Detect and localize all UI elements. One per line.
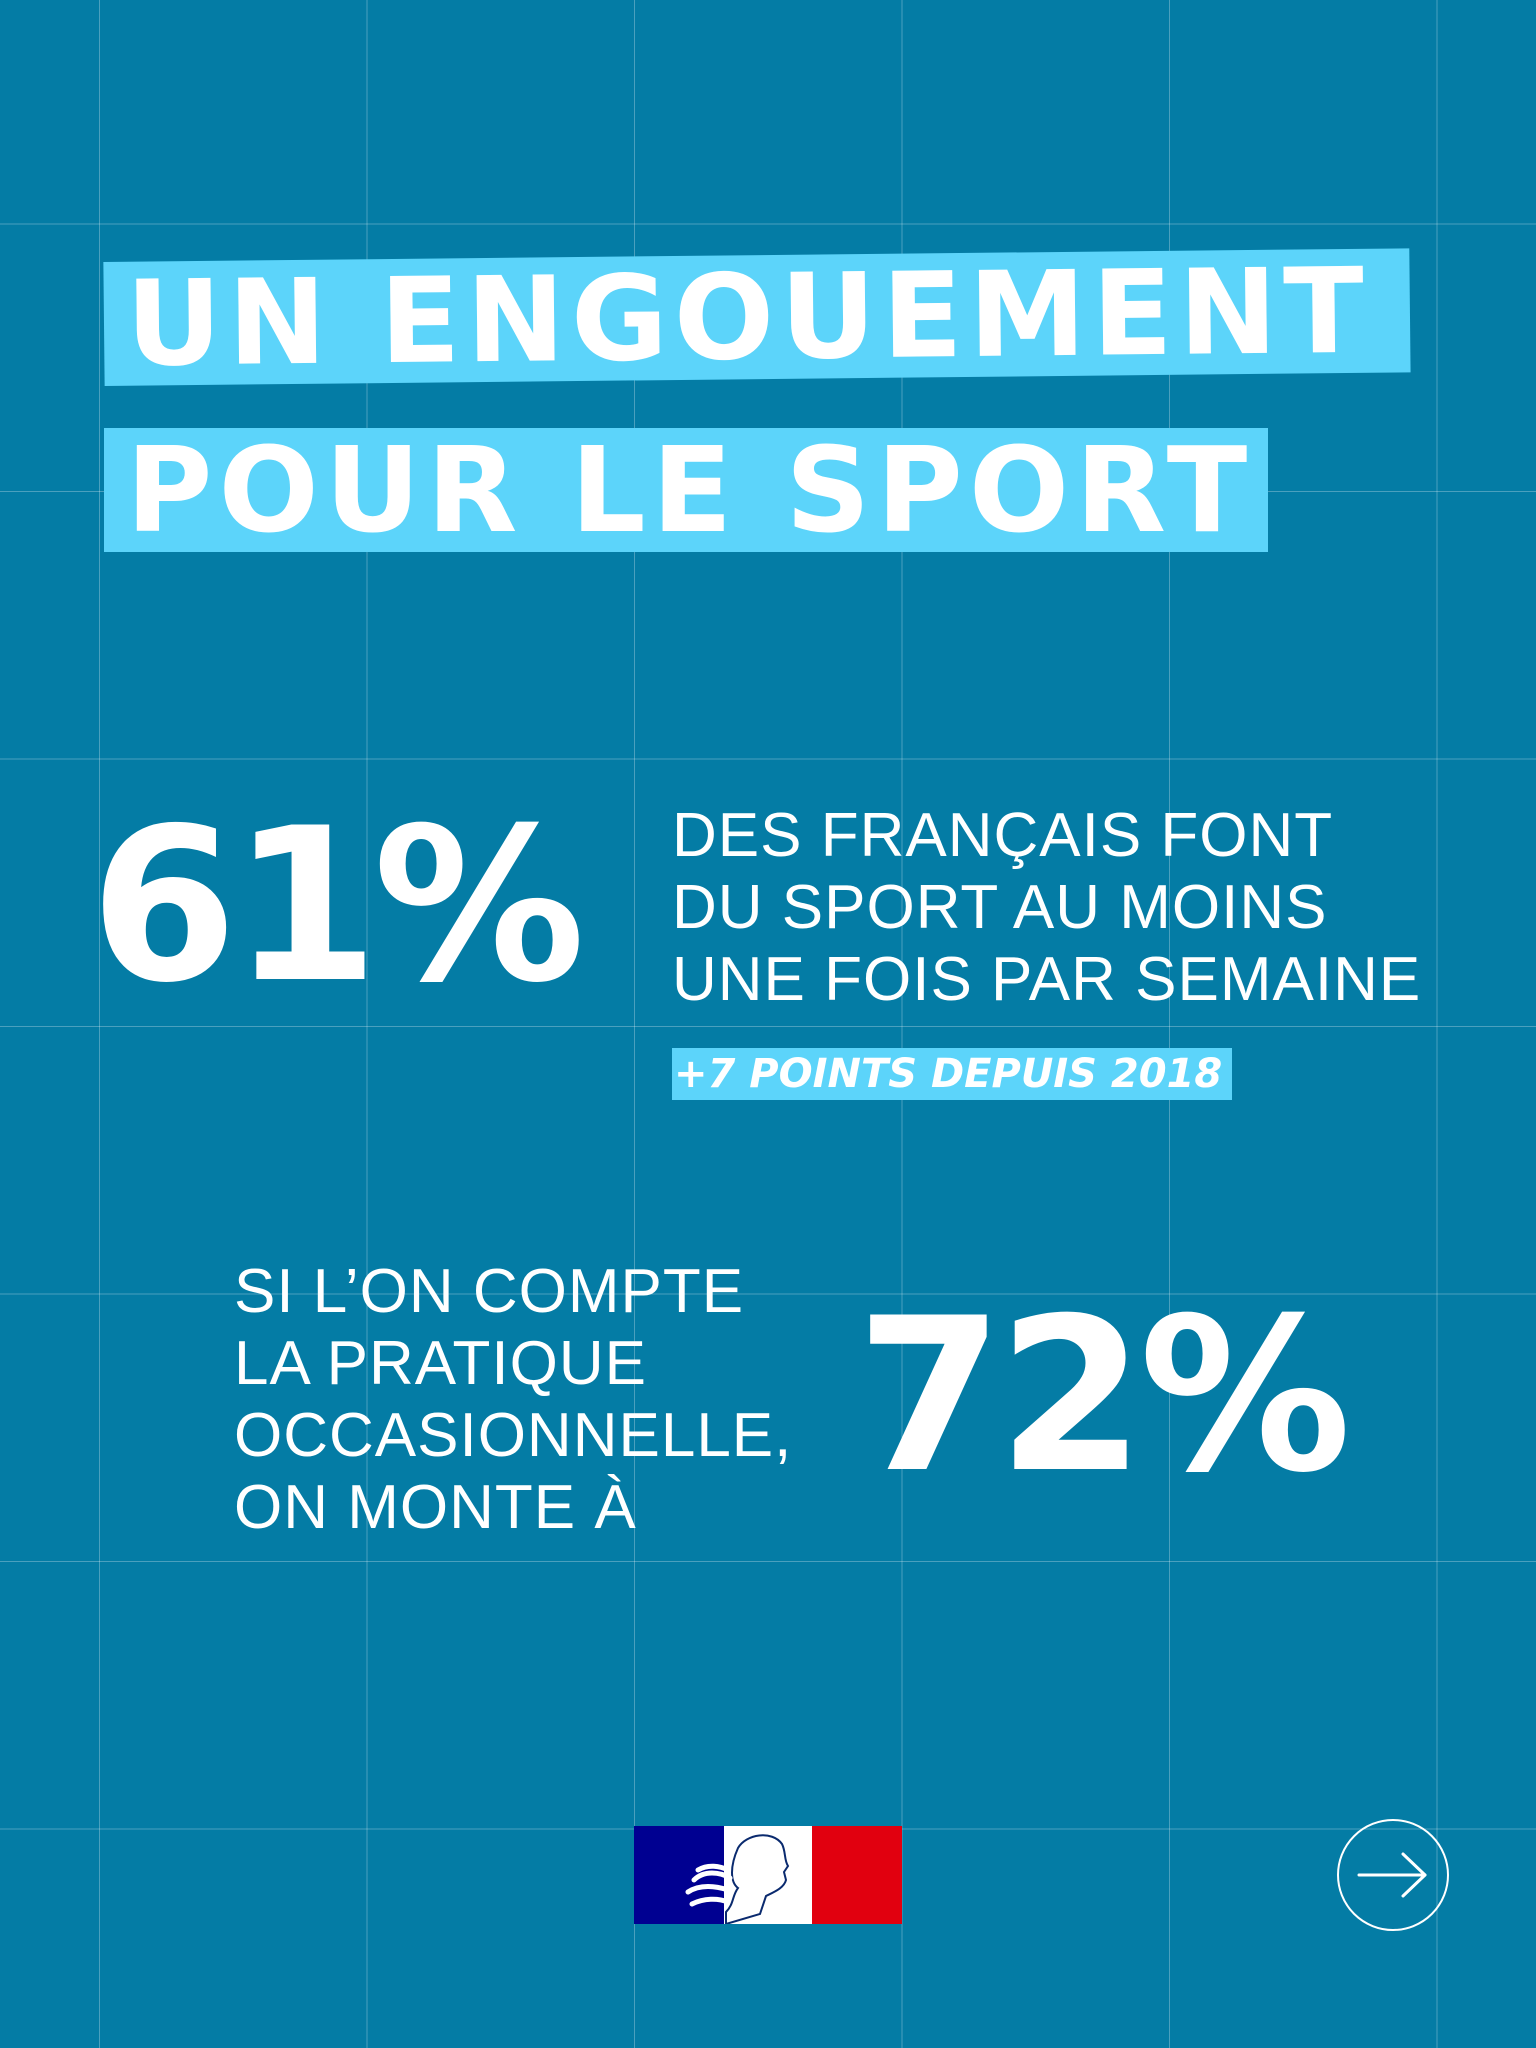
arrow-right-icon [1357, 1852, 1427, 1898]
stat-1-desc-line: DU SPORT AU MOINS [672, 873, 1328, 942]
marianne-flag-logo [634, 1826, 902, 1926]
stat-2-desc-line: LA PRATIQUE [234, 1329, 647, 1398]
stat-2-desc-line: SI L’ON COMPTE [234, 1257, 745, 1326]
stat-1-desc-line: DES FRANÇAIS FONT [672, 801, 1334, 870]
marianne-flag-icon [634, 1826, 902, 1926]
stat-1-highlight-note: +7 POINTS DEPUIS 2018 [672, 1048, 1233, 1100]
stat-2-desc-line: ON MONTE À [234, 1473, 637, 1542]
stat-1-desc-line: UNE FOIS PAR SEMAINE [672, 945, 1422, 1014]
stat-2-desc-line: OCCASIONNELLE, [234, 1401, 793, 1470]
title-line-2: POUR LE SPORT [104, 428, 1268, 552]
stat-61-percent: 61% [90, 782, 585, 1029]
stat-2-description: SI L’ON COMPTE LA PRATIQUE OCCASIONNELLE… [234, 1256, 792, 1544]
stat-72-percent: 72% [856, 1272, 1351, 1519]
next-button[interactable] [1337, 1819, 1449, 1931]
stat-1-description: DES FRANÇAIS FONT DU SPORT AU MOINS UNE … [672, 800, 1421, 1016]
title-line-1: UN ENGOUEMENT [103, 242, 1411, 393]
